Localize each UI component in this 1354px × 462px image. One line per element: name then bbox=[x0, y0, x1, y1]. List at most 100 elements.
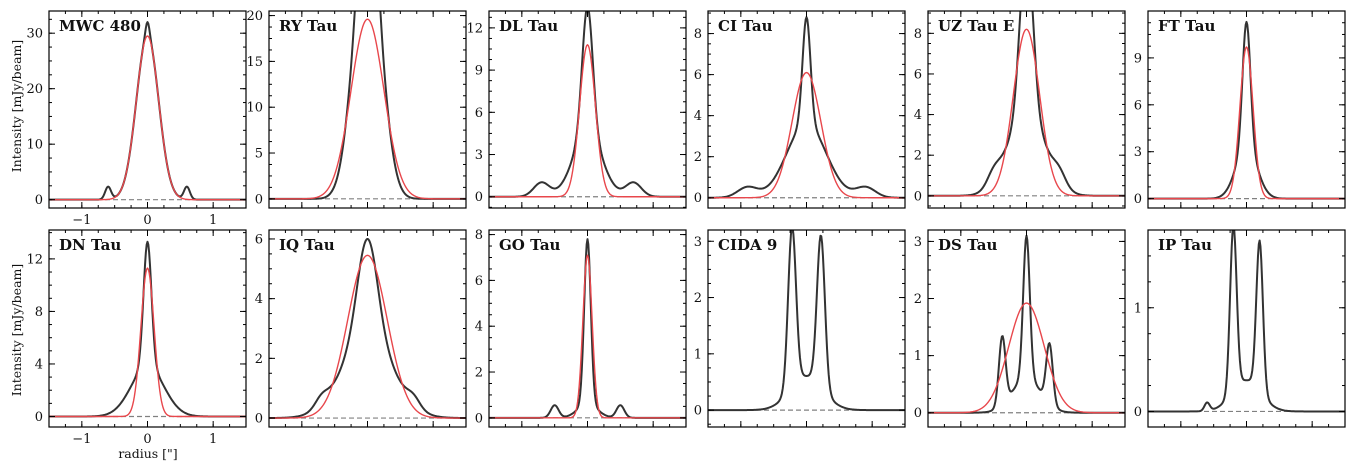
y-tick-label: 0 bbox=[255, 412, 263, 427]
panel-title: MWC 480 bbox=[59, 17, 141, 35]
panel-frame bbox=[927, 229, 1126, 428]
x-axis-label: radius ["] bbox=[118, 446, 177, 461]
y-tick-label: 0 bbox=[694, 191, 702, 206]
panel-frame bbox=[48, 229, 247, 428]
y-tick-label: 0 bbox=[694, 404, 702, 419]
panel-title: DN Tau bbox=[59, 236, 121, 254]
y-tick-label: 4 bbox=[694, 109, 702, 124]
y-tick-label: 10 bbox=[26, 138, 43, 153]
y-tick-label: 4 bbox=[914, 108, 922, 123]
y-tick-label: 9 bbox=[1134, 51, 1142, 66]
y-tick-label: 6 bbox=[914, 67, 922, 82]
panel: 0 1 2 3 DS Tau bbox=[914, 229, 1126, 428]
panel-title: CI Tau bbox=[718, 17, 773, 35]
panel-title: DS Tau bbox=[938, 236, 998, 254]
model-profile-line bbox=[928, 28, 1125, 197]
y-tick-label: 6 bbox=[694, 68, 702, 83]
y-tick-label: 30 bbox=[26, 27, 43, 42]
y-tick-label: 15 bbox=[246, 55, 263, 70]
y-tick-label: 20 bbox=[246, 9, 263, 24]
panel-title: UZ Tau E bbox=[938, 17, 1014, 35]
panel-title: DL Tau bbox=[499, 17, 558, 35]
y-tick-label: 2 bbox=[914, 149, 922, 164]
y-tick-label: 0 bbox=[914, 406, 922, 421]
y-tick-label: 10 bbox=[246, 101, 263, 116]
y-tick-label: 8 bbox=[475, 228, 483, 243]
panel: 0 2 4 6 IQ Tau bbox=[255, 229, 467, 428]
y-tick-label: 3 bbox=[694, 235, 702, 250]
panel-title: IQ Tau bbox=[279, 236, 335, 254]
panel-frame bbox=[268, 10, 467, 209]
y-tick-label: 4 bbox=[35, 357, 43, 372]
model-profile-line bbox=[708, 71, 905, 199]
model-profile-line bbox=[489, 254, 686, 419]
y-tick-label: 8 bbox=[694, 27, 702, 42]
y-tick-label: 0 bbox=[475, 190, 483, 205]
panel: 0 2 4 6 8 UZ Tau E bbox=[914, 10, 1126, 209]
panel: 0 1 IP Tau bbox=[1134, 229, 1346, 428]
y-tick-label: 12 bbox=[466, 21, 483, 36]
y-tick-label: 4 bbox=[475, 320, 483, 335]
y-tick-label: 1 bbox=[694, 347, 702, 362]
observed-profile-line bbox=[49, 21, 246, 201]
y-tick-label: 9 bbox=[475, 64, 483, 79]
y-tick-label: 6 bbox=[475, 274, 483, 289]
y-tick-label: 2 bbox=[475, 366, 483, 381]
panel-frame bbox=[707, 10, 906, 209]
y-tick-label: 6 bbox=[475, 106, 483, 121]
model-profile-line bbox=[489, 44, 686, 198]
y-tick-label: 3 bbox=[475, 148, 483, 163]
observed-profile-line bbox=[928, 234, 1125, 414]
y-tick-label: 8 bbox=[35, 305, 43, 320]
panel: 0 10 20 30 −1 0 1 MWC 480 bbox=[26, 10, 247, 228]
y-tick-label: 6 bbox=[1134, 98, 1142, 113]
y-tick-label: 2 bbox=[694, 150, 702, 165]
y-tick-label: 6 bbox=[255, 232, 263, 247]
y-tick-label: 5 bbox=[255, 147, 263, 162]
y-tick-label: 2 bbox=[255, 352, 263, 367]
panel-title: IP Tau bbox=[1158, 236, 1212, 254]
y-tick-label: 3 bbox=[914, 235, 922, 250]
y-tick-label: 0 bbox=[1134, 405, 1142, 420]
panel-title: GO Tau bbox=[499, 236, 561, 254]
panel: 0 3 6 9 12 DL Tau bbox=[466, 10, 687, 209]
x-tick-label: 0 bbox=[143, 432, 151, 447]
x-tick-label: 1 bbox=[209, 213, 217, 228]
observed-profile-line bbox=[1148, 230, 1345, 413]
observed-profile-line bbox=[1148, 20, 1345, 200]
y-tick-label: 0 bbox=[35, 193, 43, 208]
y-tick-label: 0 bbox=[35, 410, 43, 425]
panel: 0 1 2 3 CIDA 9 bbox=[694, 229, 906, 428]
observed-profile-line bbox=[489, 11, 686, 198]
panel-title: CIDA 9 bbox=[718, 236, 777, 254]
y-tick-label: 2 bbox=[914, 292, 922, 307]
y-tick-label: 0 bbox=[1134, 192, 1142, 207]
panel: 0 4 8 12 −1 0 1 DN Tau bbox=[26, 229, 247, 447]
model-profile-line bbox=[1148, 46, 1345, 200]
y-axis-label-bottom: Intensity [mJy/beam] bbox=[9, 264, 24, 397]
panel: 0 2 4 6 8 GO Tau bbox=[475, 228, 687, 428]
panel-frame bbox=[1147, 229, 1346, 428]
model-profile-line bbox=[49, 267, 246, 418]
panel: 0 2 4 6 8 CI Tau bbox=[694, 10, 906, 209]
y-tick-label: 8 bbox=[914, 27, 922, 42]
panel: 0 3 6 9 FT Tau bbox=[1134, 10, 1346, 209]
observed-profile-line bbox=[708, 16, 905, 199]
y-tick-label: 3 bbox=[1134, 145, 1142, 160]
model-profile-line bbox=[49, 35, 246, 201]
model-profile-line bbox=[269, 254, 466, 419]
observed-profile-line bbox=[269, 237, 466, 420]
x-tick-label: 1 bbox=[209, 432, 217, 447]
panel-frame bbox=[488, 10, 687, 209]
y-tick-label: 0 bbox=[475, 411, 483, 426]
panel-frame bbox=[268, 229, 467, 428]
panel-frame bbox=[488, 229, 687, 428]
y-tick-label: 4 bbox=[255, 292, 263, 307]
panel-frame bbox=[707, 229, 906, 428]
panel-frame bbox=[48, 10, 247, 209]
model-profile-line bbox=[269, 18, 466, 200]
observed-profile-line bbox=[708, 230, 905, 412]
panel-frame bbox=[1147, 10, 1346, 209]
